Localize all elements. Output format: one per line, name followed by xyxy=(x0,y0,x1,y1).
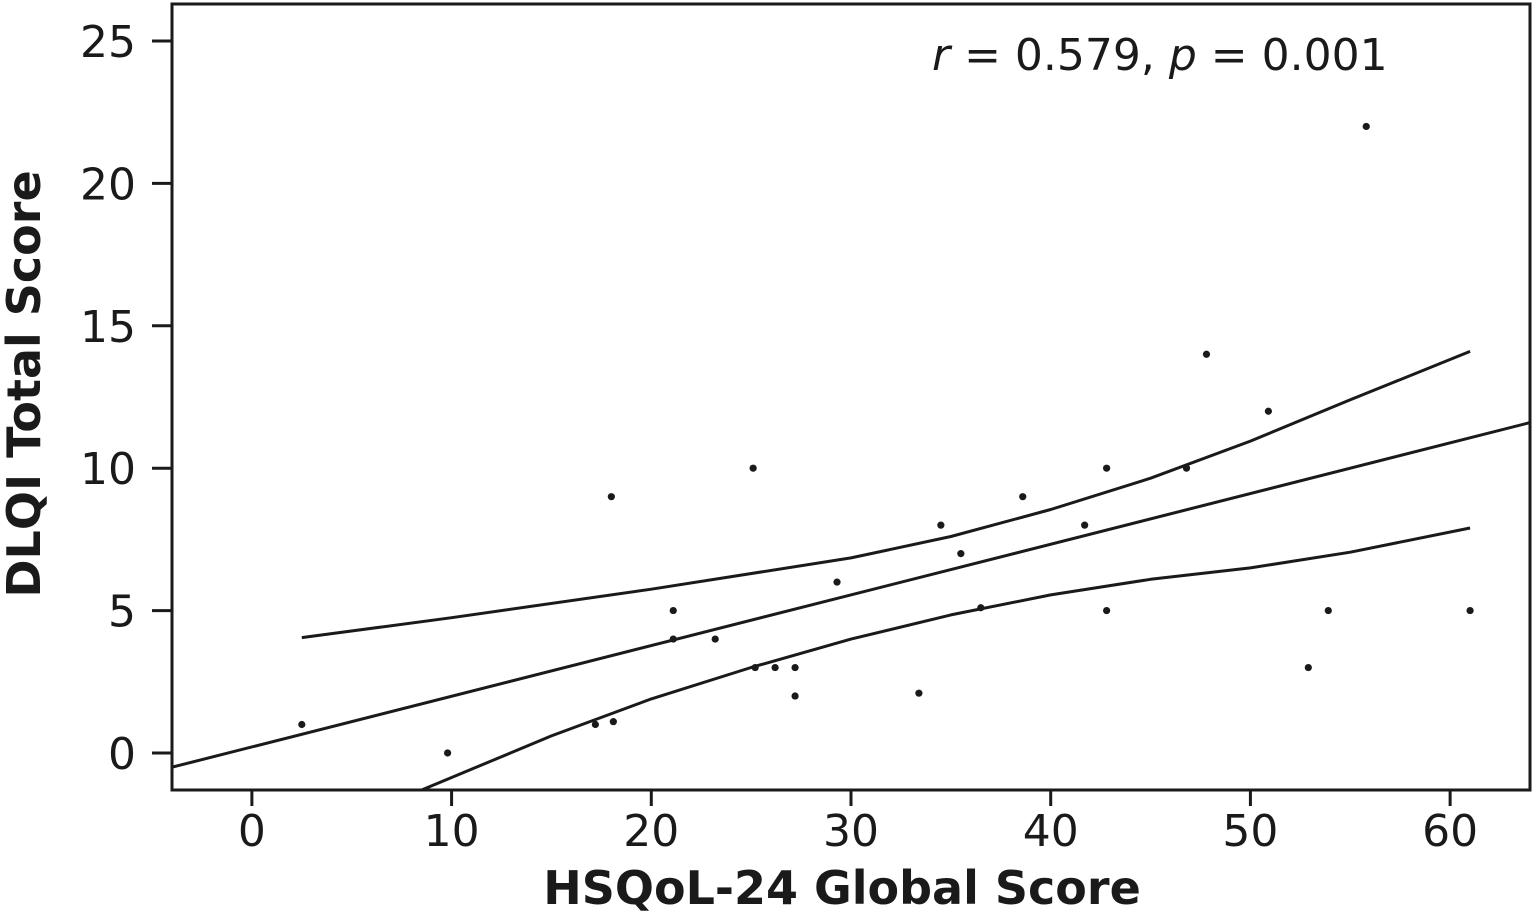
y-axis-title: DLQI Total Score xyxy=(0,170,51,597)
confidence-upper-line xyxy=(301,350,1471,640)
y-tick-label: 5 xyxy=(108,587,136,638)
y-tick-label: 15 xyxy=(80,302,136,353)
y-tick-label: 25 xyxy=(80,17,136,68)
data-point xyxy=(669,635,677,643)
r-value: = 0.579, xyxy=(950,30,1169,81)
x-tick-label: 0 xyxy=(238,806,266,857)
data-point xyxy=(669,606,677,615)
x-tick-label: 20 xyxy=(623,806,679,857)
data-point xyxy=(1304,663,1312,672)
x-axis: 0 10 20 30 40 50 60 xyxy=(238,790,1478,857)
p-value: = 0.001 xyxy=(1197,30,1388,81)
x-tick-label: 40 xyxy=(1023,806,1079,857)
data-point xyxy=(1324,606,1332,615)
plot-frame xyxy=(170,2,1532,792)
y-tick-label: 20 xyxy=(80,159,136,210)
data-point xyxy=(751,663,759,672)
x-tick-label: 60 xyxy=(1422,806,1478,857)
data-point xyxy=(791,692,799,700)
data-point xyxy=(977,604,985,612)
data-point xyxy=(791,663,799,672)
p-symbol: p xyxy=(1168,30,1197,81)
x-tick-label: 30 xyxy=(823,806,879,857)
y-axis: 0 5 10 15 20 25 xyxy=(80,17,172,780)
data-point xyxy=(1081,521,1089,529)
x-tick-label: 10 xyxy=(424,806,480,857)
r-symbol: r xyxy=(932,30,953,81)
data-point xyxy=(298,720,306,729)
data-point xyxy=(957,550,965,558)
data-point xyxy=(1182,464,1191,472)
x-tick-label: 50 xyxy=(1222,806,1278,857)
data-point xyxy=(609,718,617,726)
data-point xyxy=(1202,350,1211,358)
data-point xyxy=(771,663,779,672)
stats-annotation: r = 0.579, p = 0.001 xyxy=(932,30,1388,81)
x-axis-title: HSQoL-24 Global Score xyxy=(543,861,1141,915)
y-tick-label: 10 xyxy=(80,444,136,495)
data-point xyxy=(711,635,719,643)
data-point xyxy=(1103,606,1111,615)
confidence-lower-line xyxy=(421,526,1471,790)
data-point xyxy=(591,720,599,729)
data-point xyxy=(1019,493,1027,501)
data-point xyxy=(1362,122,1370,131)
regression-line xyxy=(172,421,1530,769)
data-point xyxy=(1466,606,1474,615)
data-point xyxy=(1264,407,1272,415)
data-point xyxy=(443,749,452,757)
data-point xyxy=(749,464,757,472)
data-point xyxy=(937,521,945,529)
data-point xyxy=(915,689,923,697)
y-tick-label: 0 xyxy=(108,729,136,780)
data-point xyxy=(1103,464,1111,472)
data-point xyxy=(607,493,615,501)
data-point xyxy=(833,578,841,586)
